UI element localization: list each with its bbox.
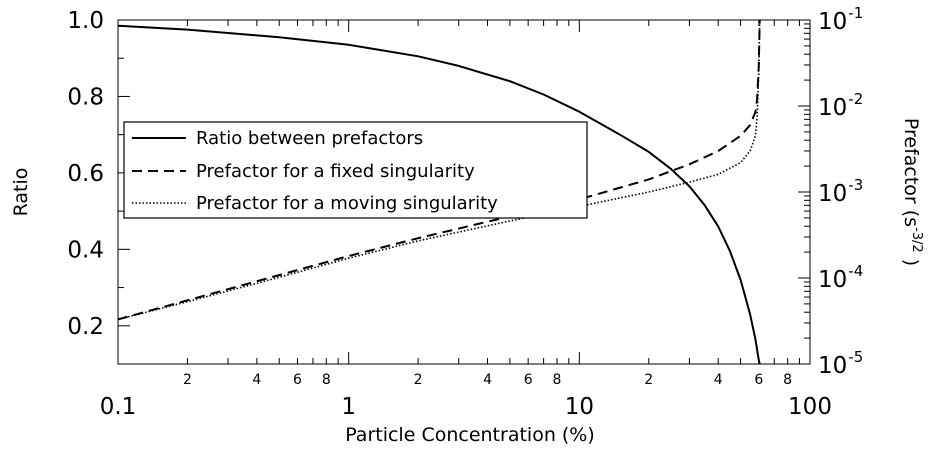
x-minor-tick-label: 4 xyxy=(252,372,261,388)
y-tick-label: 0.6 xyxy=(67,161,104,187)
series-lines xyxy=(117,19,761,365)
y2-tick-label: 10-5 xyxy=(818,348,863,379)
x-minor-tick-label: 2 xyxy=(414,372,423,388)
y-tick-label: 0.8 xyxy=(67,84,104,110)
legend: Ratio between prefactors Prefactor for a… xyxy=(123,121,588,219)
legend-label-fixed: Prefactor for a fixed singularity xyxy=(196,161,475,182)
legend-label-moving: Prefactor for a moving singularity xyxy=(196,193,498,214)
tick-labels: 0.1 1 10 100 2 4 6 8 2 4 6 8 2 4 6 8 0.2 0.4 0.6 0.8 1.0 10-5… xyxy=(67,4,863,420)
series-line-dotted xyxy=(117,19,761,321)
x-minor-tick-label: 6 xyxy=(754,372,763,388)
legend-box xyxy=(123,121,588,219)
x-minor-tick-label: 2 xyxy=(644,372,653,388)
y2-tick-label: 10-4 xyxy=(818,262,863,293)
y2-tick-label: 10-2 xyxy=(818,90,863,121)
y2-axis-label: Prefactor (s-3/2) xyxy=(900,118,924,266)
y2-tick-label: 10-1 xyxy=(818,4,863,35)
series-line-solid xyxy=(117,24,761,365)
x-major-tick-label: 10 xyxy=(565,394,594,420)
x-minor-tick-label: 4 xyxy=(483,372,492,388)
y-tick-label: 0.2 xyxy=(67,314,104,340)
x-major-tick-label: 100 xyxy=(788,394,832,420)
legend-label-ratio: Ratio between prefactors xyxy=(196,128,423,149)
y2-axis-label-close: ) xyxy=(900,259,922,266)
y-axis-label: Ratio xyxy=(10,168,32,217)
x-major-tick-label: 0.1 xyxy=(100,394,137,420)
y2-tick-label: 10-3 xyxy=(818,176,863,207)
x-minor-tick-label: 4 xyxy=(714,372,723,388)
x-minor-tick-label: 6 xyxy=(293,372,302,388)
x-minor-tick-label: 2 xyxy=(183,372,192,388)
x-minor-tick-label: 8 xyxy=(553,372,562,388)
y-tick-label: 0.4 xyxy=(67,237,104,263)
x-minor-tick-label: 8 xyxy=(322,372,331,388)
x-major-tick-label: 1 xyxy=(341,394,356,420)
y-tick-label: 1.0 xyxy=(67,8,104,34)
y2-axis-label-base: Prefactor (s xyxy=(900,118,922,227)
x-minor-tick-label: 8 xyxy=(783,372,792,388)
y2-axis-label-exp: -3/2 xyxy=(909,227,924,253)
x-axis-label: Particle Concentration (%) xyxy=(345,424,595,446)
x-minor-tick-label: 6 xyxy=(524,372,533,388)
